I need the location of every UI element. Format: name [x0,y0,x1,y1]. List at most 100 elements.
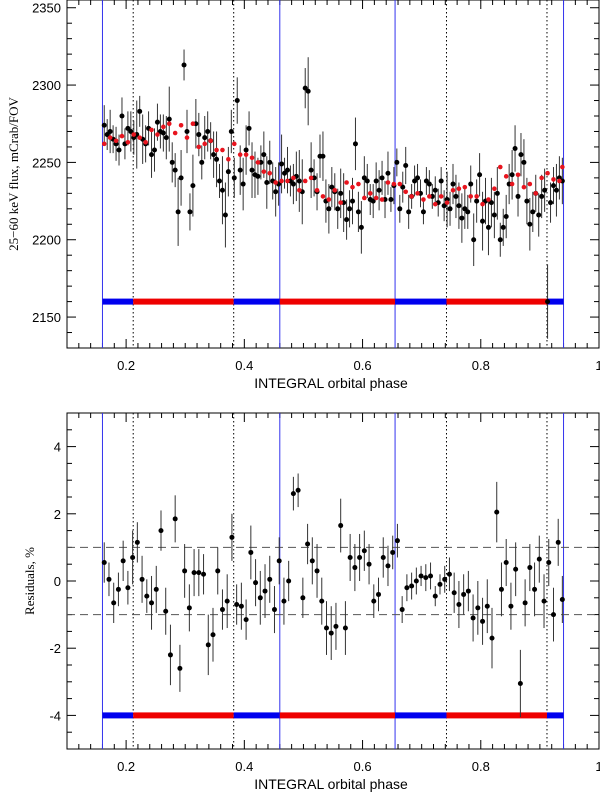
phase-bar-segment-blue [233,298,280,305]
data-point [199,159,205,165]
data-point [542,187,548,193]
model-point [285,178,290,184]
model-point [438,194,444,199]
data-point [184,128,190,134]
model-point [326,197,332,202]
data-point [480,218,486,224]
data-point [379,175,385,181]
plot-frame [66,0,600,349]
data-point [376,591,382,597]
data-point [522,600,528,606]
data-point [475,605,481,611]
data-point [503,214,509,220]
data-point [338,190,344,196]
model-point [385,180,391,185]
model-point [474,194,479,199]
data-point [508,603,514,609]
data-point [550,183,556,189]
model-point [226,157,231,162]
phase-bar-segment-blue [102,298,134,305]
data-point [409,583,415,589]
data-point [267,159,273,165]
model-point [231,141,237,147]
data-point [181,62,187,68]
data-point [517,680,523,686]
data-point [541,598,547,604]
y-tick-label: 2250 [32,155,61,170]
data-point [513,566,519,572]
model-point [161,124,166,130]
phase-bar-segment-blue [546,298,564,305]
model-point [261,169,267,174]
data-point [462,206,468,212]
data-point [305,88,311,94]
data-point [264,180,270,186]
data-point [373,178,379,184]
model-point [107,135,113,140]
x-tick-label: 0.6 [354,358,372,373]
data-point [262,588,268,594]
data-point [172,167,178,173]
y-axis-title: Residuals, % [22,547,37,615]
phase-bar-segment-blue [546,712,564,719]
y-tick-label: -2 [49,641,61,656]
data-point [418,573,424,579]
model-point [166,121,172,127]
data-point [532,586,538,592]
model-point [178,122,184,128]
phase-bar-segment-red [446,712,547,719]
data-point [503,560,509,566]
y-tick-label: 2 [54,507,61,522]
data-point [215,568,221,574]
model-point [297,187,302,193]
data-point [390,549,396,555]
data-point [342,625,348,631]
data-point [104,132,110,138]
model-point [196,144,202,150]
model-point [237,152,243,157]
data-point [366,561,372,567]
data-point [491,212,497,218]
data-point [119,113,125,119]
model-point [533,191,539,196]
data-point [246,125,252,131]
data-point [308,167,314,173]
data-point [450,181,456,187]
data-point [295,487,301,493]
data-point [243,617,249,623]
data-point [447,206,453,212]
data-point [282,170,288,176]
data-point [426,181,432,187]
model-point [539,175,544,181]
data-point [240,181,246,187]
phase-bar-segment-blue [102,712,134,719]
data-point [428,573,434,579]
data-point [222,212,228,218]
data-point [412,178,418,184]
model-point [220,147,225,153]
data-point [261,152,267,158]
model-point [190,121,196,127]
model-point [497,164,503,170]
y-tick-label: 2350 [32,1,61,16]
model-point [308,175,314,181]
data-point [406,209,412,215]
data-point [219,187,225,193]
data-point [144,593,150,599]
model-point [509,181,515,187]
data-point [286,578,292,584]
data-point [323,625,329,631]
data-point [125,125,131,131]
model-point [172,130,178,136]
data-point [497,237,503,243]
data-point [451,590,457,596]
data-point [555,539,561,545]
model-point [119,133,125,139]
data-point [484,603,490,609]
data-point [494,190,500,196]
data-point [249,167,255,173]
model-point [486,197,491,202]
data-point [276,558,282,564]
data-point [498,586,504,592]
